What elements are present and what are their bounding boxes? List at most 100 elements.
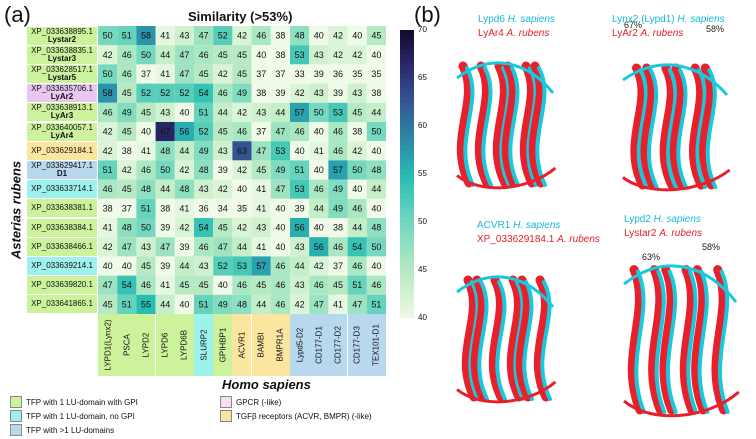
colorbar-segment: [400, 222, 414, 228]
heatmap-cell-r8-c2: [136, 179, 156, 199]
heatmap-cell-r7-c9: [270, 160, 290, 180]
heatmap-value-r13-c7: 46: [237, 280, 247, 290]
structure-human-label: Lynx2 (Lypd1) H. sapiens: [612, 14, 725, 25]
heatmap-cell-r12-c9: [270, 256, 290, 276]
column-label: LYPD1(Lynx2): [98, 314, 117, 376]
row-label-id: XP_033635706.1: [31, 84, 93, 94]
human-species-name: H. sapiens: [507, 14, 555, 25]
heatmap-cell-r9-c10: [290, 198, 310, 218]
heatmap-value-r3-c4: 52: [179, 88, 189, 98]
heatmap-value-r4-c6: 44: [218, 107, 228, 117]
heatmap-value-r4-c2: 45: [141, 107, 151, 117]
heatmap-cell-r12-c2: [136, 256, 156, 276]
column-label-text: Lypd5-D2: [295, 327, 304, 363]
colorbar-segment: [400, 217, 414, 223]
column-label: CD177-D1: [309, 314, 329, 376]
heatmap-value-r11-c9: 40: [275, 242, 285, 252]
heatmap-value-r7-c8: 45: [256, 165, 266, 175]
heatmap-value-r12-c10: 44: [295, 261, 305, 271]
structure-star-label: Lystar2 A. rubens: [624, 228, 702, 239]
heatmap-value-r14-c10: 42: [295, 299, 305, 309]
structure-star-label: LyAr4 A. rubens: [478, 28, 549, 39]
heatmap-value-r3-c13: 43: [352, 88, 362, 98]
colorbar-segment: [400, 82, 414, 89]
heatmap-value-r12-c13: 46: [352, 261, 362, 271]
heatmap-value-r0-c13: 40: [352, 31, 362, 41]
heatmap-cell-r6-c0: [98, 141, 118, 161]
heatmap-value-r6-c4: 44: [179, 146, 189, 156]
heatmap-cell-r1-c9: [270, 45, 290, 65]
heatmap-cell-r11-c5: [194, 237, 214, 257]
row-label: XP_033639820.1: [27, 276, 97, 295]
heatmap-value-r1-c7: 45: [237, 50, 247, 60]
heatmap-value-r3-c10: 42: [295, 88, 305, 98]
column-label-text: BAMBI: [256, 332, 266, 358]
heatmap-cell-r8-c0: [98, 179, 118, 199]
heatmap-value-r13-c5: 45: [199, 280, 209, 290]
heatmap-cell-r12-c4: [174, 256, 194, 276]
heatmap-cell-r0-c8: [251, 26, 271, 46]
heatmap-cell-r11-c3: [155, 237, 175, 257]
colorbar-segment: [400, 207, 414, 213]
legend-label: TGFβ receptors (ACVR, BMPR) (-like): [236, 411, 372, 421]
heatmap-value-r0-c4: 43: [179, 31, 189, 41]
heatmap-value-r11-c13: 54: [352, 242, 362, 252]
heatmap-value-r6-c11: 41: [314, 146, 324, 156]
heatmap-value-r2-c13: 35: [352, 69, 362, 79]
column-label-text: TEX101-D1: [371, 324, 381, 366]
heatmap-value-r11-c6: 47: [218, 242, 228, 252]
heatmap-value-r9-c4: 41: [179, 203, 189, 213]
column-label: BMPR1A: [270, 314, 290, 376]
colorbar-segment: [400, 58, 414, 65]
heatmap-value-r2-c10: 33: [295, 69, 305, 79]
heatmap-value-r10-c11: 40: [314, 223, 324, 233]
colorbar-segment: [400, 30, 414, 36]
heatmap-value-r11-c1: 47: [122, 242, 132, 252]
heatmap-cell-r11-c4: [174, 237, 194, 257]
legend-item: TFP with 1 LU-domain with GPI: [10, 396, 138, 408]
colorbar-segment: [400, 169, 414, 175]
colorbar-segment: [400, 102, 414, 108]
row-label-id: XP_033638466.1: [31, 241, 93, 251]
heatmap-value-r8-c12: 49: [333, 184, 343, 194]
heatmap-value-r2-c5: 45: [199, 69, 209, 79]
heatmap-cell-r8-c1: [117, 179, 137, 199]
row-label: XP_033628517.1 Lystar5: [27, 65, 97, 83]
heatmap-value-r9-c0: 38: [103, 203, 113, 213]
heatmap-cell-r8-c6: [213, 179, 233, 199]
heatmap-value-r11-c12: 46: [333, 242, 343, 252]
heatmap-value-r9-c8: 41: [256, 203, 266, 213]
heatmap-cell-r5-c9: [270, 122, 290, 142]
heatmap-cell-r4-c14: [366, 102, 386, 122]
heatmap-value-r2-c1: 46: [122, 69, 132, 79]
heatmap-cell-r8-c9: [270, 179, 290, 199]
heatmap-cell-r11-c7: [232, 237, 252, 257]
heatmap-cell-r2-c8: [251, 64, 271, 84]
column-label-text: LYPD1(Lynx2): [103, 319, 112, 371]
column-label: ACVR1: [232, 314, 252, 376]
heatmap-value-r6-c7: 63: [237, 146, 247, 156]
colorbar-tick: 55: [418, 169, 427, 178]
heatmap-cell-r10-c5: [194, 218, 214, 238]
row-label-name: Lystar5: [47, 73, 77, 82]
heatmap-value-r2-c4: 47: [179, 69, 189, 79]
structure-human-label: Lypd2 H. sapiens: [624, 214, 701, 225]
species-y-text: Asterias rubens: [8, 160, 24, 260]
colorbar-tick: 40: [418, 313, 427, 322]
heatmap-value-r5-c8: 37: [256, 127, 266, 137]
colorbar-segment: [400, 298, 414, 305]
heatmap-cell-r14-c10: [290, 294, 310, 314]
heatmap-cell-r8-c8: [251, 179, 271, 199]
similarity-heatmap: 50 51 58 41 43 47 52 42 46 38 48 40 42 40 45 42 46 50 44 47…: [98, 26, 386, 314]
legend-swatch: [10, 396, 22, 408]
heatmap-value-r1-c6: 45: [218, 50, 228, 60]
column-label-text: CD177-D2: [333, 326, 343, 364]
heatmap-value-r11-c14: 50: [371, 242, 381, 252]
column-label: LYPD2: [136, 314, 156, 376]
structure-similarity-percent: 58%: [702, 242, 721, 252]
heatmap-cell-r0-c11: [309, 26, 329, 46]
heatmap-cell-r0-c9: [270, 26, 290, 46]
heatmap-value-r3-c3: 52: [160, 88, 170, 98]
row-label-id: XP_033638913.1: [31, 103, 93, 113]
column-label: GPIHBP1: [213, 314, 233, 376]
